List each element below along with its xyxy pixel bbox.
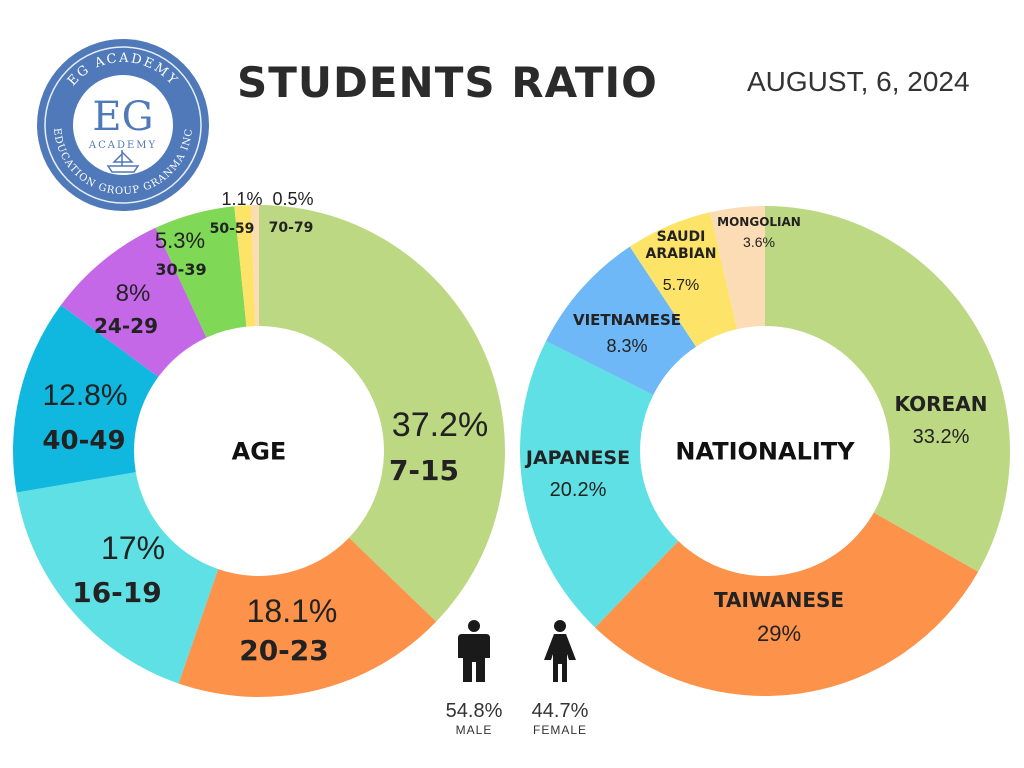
logo-sub-text: ACADEMY <box>88 140 157 151</box>
cat-label-vietnamese: VIETNAMESE <box>573 311 681 329</box>
slice-7-15 <box>259 205 505 622</box>
slice-30-39 <box>155 206 247 338</box>
cat-label-50-59: 50-59 <box>210 221 255 237</box>
slice-vietnamese <box>546 246 697 395</box>
cat-label-saudi-arabian-1: ARABIAN <box>646 246 717 262</box>
cat-label-taiwanese: TAIWANESE <box>714 588 844 612</box>
male-percent: 54.8% <box>445 700 503 722</box>
female-percent: 44.7% <box>531 700 589 722</box>
male-icon <box>458 620 490 682</box>
page-title: STUDENTS RATIO <box>237 58 658 107</box>
pct-label-70-79: 0.5% <box>272 189 313 209</box>
center-label: AGE <box>232 437 287 465</box>
pct-label-japanese: 20.2% <box>550 479 607 501</box>
cat-label-japanese: JAPANESE <box>524 447 630 469</box>
pct-label-50-59: 1.1% <box>221 189 262 209</box>
ship-icon <box>106 150 140 173</box>
pct-label-16-19: 17% <box>101 530 165 566</box>
pct-label-vietnamese: 8.3% <box>606 336 647 356</box>
logo-letters: EG <box>92 94 153 140</box>
slice-saudi-arabian <box>629 212 737 347</box>
pct-label-24-29: 8% <box>116 280 151 307</box>
female-icon <box>544 620 576 682</box>
slice-50-59 <box>234 205 256 327</box>
cat-label-24-29: 24-29 <box>94 314 158 338</box>
pct-label-saudi-arabian: 5.7% <box>663 277 699 294</box>
male-stat: 54.8% MALE <box>434 620 514 737</box>
slice-taiwanese <box>595 512 979 696</box>
pct-label-korean: 33.2% <box>913 426 970 448</box>
report-date: AUGUST, 6, 2024 <box>747 66 970 97</box>
male-label: MALE <box>455 723 493 737</box>
slice-16-19 <box>16 472 219 684</box>
nationality-donut-chart: NATIONALITY 33.2% KOREAN 29% TAIWANESE 20.2% J… <box>520 206 1010 696</box>
slice-40-49 <box>12 305 159 493</box>
slice-korean <box>765 206 1010 572</box>
cat-label-40-49: 40-49 <box>42 426 125 456</box>
slice-20-23 <box>178 537 437 697</box>
academy-logo: EG ACADEMY EDUCATION GROUP GRANMA INC EG… <box>37 39 209 211</box>
pct-label-7-15: 37.2% <box>392 406 488 444</box>
slice-24-29 <box>60 227 207 377</box>
cat-label-7-15: 7-15 <box>389 454 459 487</box>
logo-inner-disc <box>73 75 173 175</box>
cat-label-70-79: 70-79 <box>269 220 314 236</box>
cat-label-30-39: 30-39 <box>155 260 206 279</box>
slice-japanese <box>520 341 679 628</box>
cat-label-mongolian: MONGOLIAN <box>717 215 801 229</box>
pct-label-taiwanese: 29% <box>757 621 801 646</box>
female-label: FEMALE <box>532 723 587 737</box>
pct-label-20-23: 18.1% <box>247 593 338 629</box>
center-label: NATIONALITY <box>675 437 855 465</box>
pct-label-30-39: 5.3% <box>155 228 205 253</box>
pct-label-40-49: 12.8% <box>42 379 127 412</box>
cat-label-korean: KOREAN <box>895 392 988 416</box>
cat-label-20-23: 20-23 <box>239 634 329 667</box>
pct-label-mongolian: 3.6% <box>743 234 775 250</box>
cat-label-saudi-arabian-0: SAUDI <box>657 229 706 245</box>
female-stat: 44.7% FEMALE <box>520 620 600 737</box>
age-donut-chart: AGE 37.2% 7-15 18.1% 20-23 17% 16-19 12.8% 40-49… <box>12 189 505 697</box>
slice-mongolian <box>710 206 765 330</box>
slice-70-79 <box>251 205 259 327</box>
cat-label-16-19: 16-19 <box>72 576 162 609</box>
